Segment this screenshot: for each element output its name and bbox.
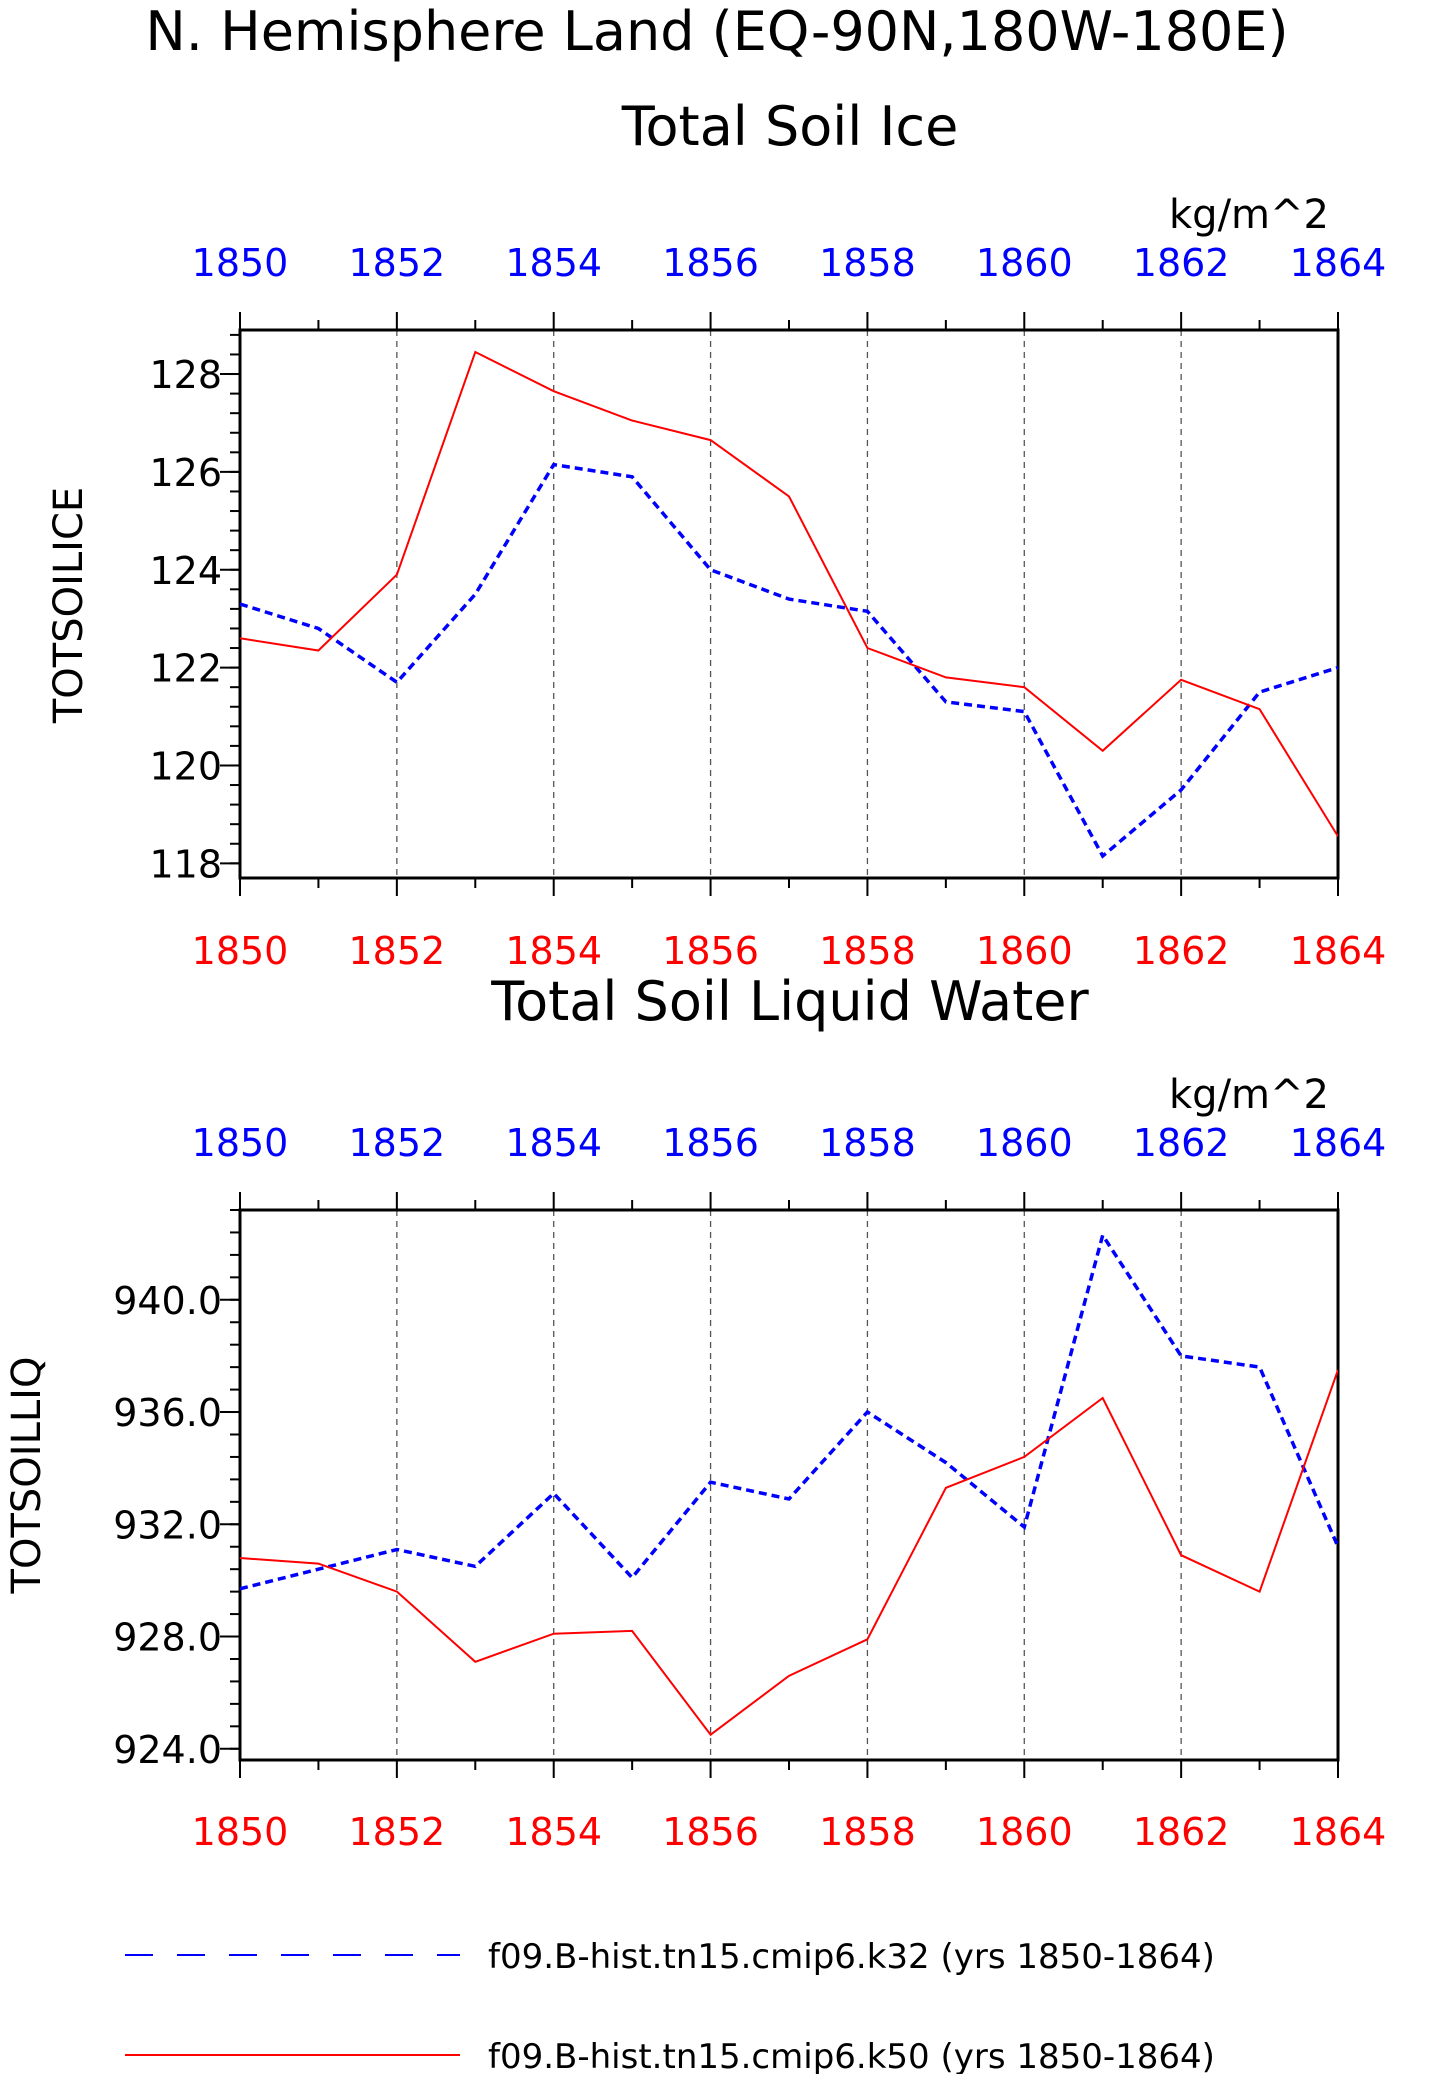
x-tick-label-top: 1860: [976, 1121, 1073, 1165]
y-tick-label: 932.0: [113, 1503, 222, 1547]
y-tick-label: 118: [149, 842, 222, 886]
x-tick-label-bottom: 1856: [662, 1810, 759, 1854]
chart-title: Total Soil Ice: [621, 95, 959, 158]
x-tick-label-bottom: 1864: [1290, 1810, 1387, 1854]
x-tick-label-bottom: 1864: [1290, 929, 1387, 973]
y-tick-label: 128: [149, 353, 222, 397]
x-tick-label-top: 1858: [819, 241, 916, 285]
series-line-k50: [240, 1369, 1338, 1737]
y-axis-label: TOTSOILLIQ: [4, 1357, 50, 1595]
y-tick-label: 124: [149, 549, 222, 593]
x-tick-label-bottom: 1852: [348, 929, 445, 973]
x-tick-label-bottom: 1862: [1133, 1810, 1230, 1854]
x-tick-label-bottom: 1860: [976, 929, 1073, 973]
x-tick-label-bottom: 1856: [662, 929, 759, 973]
x-tick-label-top: 1856: [662, 1121, 759, 1165]
page-title: N. Hemisphere Land (EQ-90N,180W-180E): [145, 0, 1288, 63]
x-tick-label-bottom: 1862: [1133, 929, 1230, 973]
x-tick-label-top: 1852: [348, 241, 445, 285]
x-tick-label-bottom: 1858: [819, 929, 916, 973]
series-line-k32: [240, 462, 1338, 859]
x-tick-label-top: 1854: [505, 241, 602, 285]
y-tick-label: 940.0: [113, 1279, 222, 1323]
x-tick-label-top: 1854: [505, 1121, 602, 1165]
y-tick-label: 126: [149, 451, 222, 495]
x-tick-label-top: 1864: [1290, 1121, 1387, 1165]
units-label: kg/m^2: [1169, 1072, 1329, 1118]
x-tick-label-top: 1862: [1133, 1121, 1230, 1165]
x-tick-label-top: 1862: [1133, 241, 1230, 285]
legend-label-k50: f09.B-hist.tn15.cmip6.k50 (yrs 1850-1864…: [488, 2037, 1215, 2074]
x-tick-label-top: 1856: [662, 241, 759, 285]
x-tick-label-top: 1858: [819, 1121, 916, 1165]
chart-title: Total Soil Liquid Water: [490, 970, 1089, 1033]
panel-total-soil-ice: Total Soil Ice kg/m^2 TOTSOILICE 1850 185…: [46, 95, 1386, 973]
x-tick-label-top: 1864: [1290, 241, 1387, 285]
x-tick-label-top: 1850: [192, 1121, 289, 1165]
x-tick-label-top: 1852: [348, 1121, 445, 1165]
series-line-k32: [240, 1231, 1338, 1591]
legend: f09.B-hist.tn15.cmip6.k32 (yrs 1850-1864…: [125, 1937, 1215, 2074]
y-tick-label: 936.0: [113, 1391, 222, 1435]
y-axis-label: TOTSOILICE: [46, 487, 92, 724]
y-tick-label: 122: [149, 647, 222, 691]
x-tick-label-bottom: 1860: [976, 1810, 1073, 1854]
y-tick-label: 928.0: [113, 1616, 222, 1660]
x-tick-label-bottom: 1850: [192, 1810, 289, 1854]
x-tick-label-bottom: 1850: [192, 929, 289, 973]
x-tick-label-bottom: 1854: [505, 1810, 602, 1854]
x-tick-label-top: 1850: [192, 241, 289, 285]
x-tick-label-bottom: 1852: [348, 1810, 445, 1854]
x-tick-label-bottom: 1858: [819, 1810, 916, 1854]
units-label: kg/m^2: [1169, 192, 1329, 238]
y-tick-label: 120: [149, 744, 222, 788]
panel-total-soil-liquid-water: Total Soil Liquid Water kg/m^2 TOTSOILLI…: [4, 970, 1386, 1854]
y-tick-label: 924.0: [113, 1728, 222, 1772]
x-tick-label-top: 1860: [976, 241, 1073, 285]
legend-label-k32: f09.B-hist.tn15.cmip6.k32 (yrs 1850-1864…: [488, 1937, 1215, 1977]
series-line-k50: [240, 350, 1338, 837]
x-tick-label-bottom: 1854: [505, 929, 602, 973]
